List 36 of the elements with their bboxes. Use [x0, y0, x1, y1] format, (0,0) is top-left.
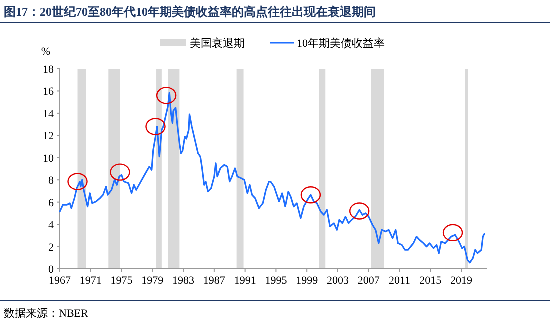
x-tick-label: 1987: [203, 275, 226, 287]
y-tick-label: 16: [43, 86, 54, 98]
point: [300, 186, 322, 204]
annotation: 数据来源：NBER: [4, 308, 88, 320]
y-tick-label: 10: [43, 152, 54, 165]
y-tick-label: 12: [43, 130, 54, 143]
point: [156, 87, 177, 104]
x-tick-label: 1999: [296, 275, 319, 287]
x-tick-label: 2019: [450, 275, 474, 287]
y-tick-label: 4: [48, 220, 54, 232]
point: [146, 118, 166, 136]
y-tick-label: 6: [48, 197, 54, 210]
point: [68, 173, 88, 190]
legend-label: 美国衰退期: [190, 37, 245, 50]
x-tick-label: 1979: [142, 275, 164, 287]
legend-label: 10年期美债收益率: [297, 37, 385, 50]
x-tick-label: 2003: [326, 275, 350, 287]
y-tick-label: 2: [48, 242, 54, 254]
y-tick-label: 8: [48, 175, 54, 188]
y-tick-label: 18: [43, 64, 54, 76]
x-tick-label: 1975: [110, 275, 134, 287]
point: [349, 202, 370, 220]
y-tick-label: 14: [43, 108, 54, 120]
x-tick-label: 2007: [358, 275, 380, 287]
x-tick-label: 2011: [388, 275, 411, 287]
point: [442, 224, 464, 242]
point: [110, 164, 130, 181]
y-tick-label: 0: [48, 264, 54, 276]
x-tick-label: 1971: [80, 275, 102, 287]
x-tick-label: 2015: [420, 275, 442, 287]
x-tick-label: 1991: [234, 275, 256, 287]
x-tick-label: 1995: [265, 275, 288, 287]
x-tick-label: 1983: [172, 275, 196, 287]
x-tick-label: 1967: [49, 275, 72, 287]
title: 图17：20世纪70至80年代10年期美债收益率的高点往往出现在衰退期间: [4, 5, 376, 19]
y-axis-title: %: [41, 46, 51, 58]
